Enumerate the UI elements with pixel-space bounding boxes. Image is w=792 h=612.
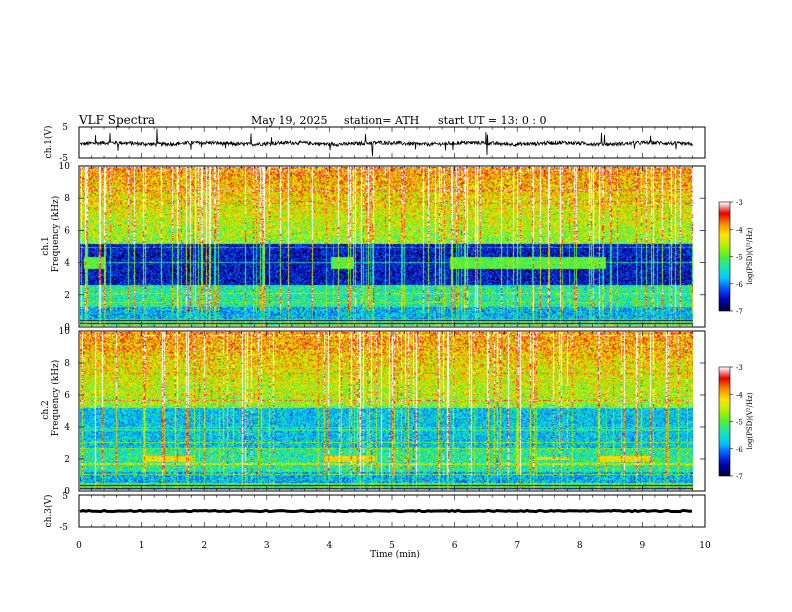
ch1-spec-ytick-4: 8 — [64, 194, 70, 204]
x-tick-label-7: 7 — [514, 541, 520, 551]
ch3-ytick-top: 5 — [62, 492, 68, 502]
ch2-spec-ytick-1: 2 — [64, 455, 70, 465]
ch2-colorbar-wrap — [719, 367, 730, 476]
ch1-colorbar-tick-3: -6 — [736, 281, 743, 289]
x-axis-label: Time (min) — [370, 549, 420, 560]
ch1-spec-ytick-1: 2 — [64, 291, 70, 301]
ch1-spec-ylabel: Frequency (kHz) — [50, 196, 61, 273]
ch1-colorbar-tick-4: -7 — [736, 308, 743, 316]
ch1-colorbar-tick-0: -3 — [736, 199, 743, 207]
ch2-spec-ytick-3: 6 — [64, 391, 70, 401]
ch1-ytick-top: 5 — [62, 123, 68, 133]
ch2-colorbar-tick-2: -5 — [736, 419, 743, 427]
ch1-spec-ytick-2: 4 — [64, 259, 70, 269]
ch1-waveform-panel: 5 -5 ch.1(V) — [43, 123, 706, 164]
ch1-colorbar-tick-1: -4 — [736, 226, 743, 234]
ch2-spec-ytick-0: 0 — [64, 487, 70, 497]
x-tick-label-0: 0 — [76, 541, 82, 551]
ch2-spec-ytick-2: 4 — [64, 423, 70, 433]
ch1-spec-ytick-3: 6 — [64, 226, 70, 236]
x-tick-label-6: 6 — [452, 541, 458, 551]
ch2-spec-ylabel-channel: ch.2 — [41, 400, 51, 419]
ch1-ytick-bottom: -5 — [59, 154, 68, 164]
ch3-ylabel: ch.3(V) — [43, 495, 54, 528]
x-axis-ticks: 0 1 2 3 4 5 6 7 8 9 10 — [76, 127, 711, 551]
ch1-colorbar — [719, 202, 730, 311]
station-label: station= ATH — [344, 114, 419, 127]
ch1-colorbar-tick-2: -5 — [736, 254, 743, 262]
ch2-spec-ytick-5: 10 — [59, 327, 71, 337]
ch1-colorbar-label: log(PSD)(V²/Hz) — [746, 227, 754, 284]
x-tick-label-8: 8 — [577, 541, 583, 551]
ch2-colorbar-label: log(PSD)(V²/Hz) — [746, 392, 754, 449]
x-tick-label-10: 10 — [699, 541, 711, 551]
x-tick-label-1: 1 — [139, 541, 145, 551]
ch2-colorbar-tick-1: -4 — [736, 391, 743, 399]
x-tick-label-2: 2 — [201, 541, 207, 551]
ch2-colorbar-tick-0: -3 — [736, 364, 743, 372]
ch2-spectrogram-image — [80, 332, 693, 490]
ch3-waveform-panel: 5 -5 ch.3(V) — [43, 492, 706, 533]
ch1-spec-ylabel-channel: ch.1 — [41, 236, 51, 255]
x-tick-label-9: 9 — [640, 541, 646, 551]
ch1-ylabel: ch.1(V) — [43, 126, 54, 159]
ch2-spec-ylabel: Frequency (kHz) — [50, 360, 61, 437]
ch1-spectrogram-image-wrap — [80, 167, 693, 326]
ch1-spec-ytick-0: 0 — [64, 323, 70, 333]
date-label: May 19, 2025 — [251, 114, 328, 127]
ch1-trace — [79, 128, 694, 157]
ch2-colorbar-tick-3: -6 — [736, 446, 743, 454]
ch2-colorbar-tick-4: -7 — [736, 473, 743, 481]
x-tick-label-3: 3 — [264, 541, 270, 551]
ch2-spec-ytick-4: 8 — [64, 359, 70, 369]
ch3-ytick-bottom: -5 — [59, 523, 68, 533]
ch1-spectrogram-image — [80, 167, 693, 326]
x-tick-label-5: 5 — [389, 541, 395, 551]
figure-title: VLF Spectra — [78, 113, 155, 127]
ch2-colorbar — [719, 367, 730, 476]
start-time-label: start UT = 13: 0 : 0 — [438, 114, 547, 127]
ch3-trace — [79, 508, 693, 514]
x-tick-label-4: 4 — [327, 541, 333, 551]
ch2-spectrogram-image-wrap — [80, 332, 693, 490]
ch1-colorbar-wrap — [719, 202, 730, 311]
ch1-spec-ytick-5: 10 — [59, 162, 71, 172]
